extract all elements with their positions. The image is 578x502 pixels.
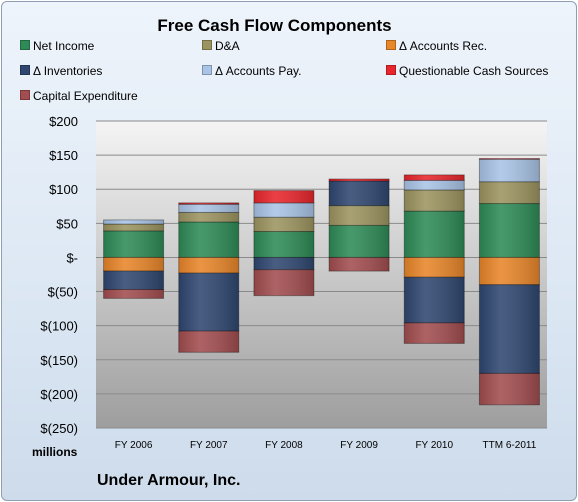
chart-plot: $200 $150 $100 $50 $- $(50) $(100) $(150) $(200)… [40,114,547,451]
y-tick-label: $100 [49,182,78,197]
legend-swatch [20,65,30,75]
legend-item: Δ Accounts Rec. [386,39,487,53]
bar-highlight [329,205,390,226]
bar-highlight [404,277,465,323]
chart-title: Free Cash Flow Components [157,16,392,35]
legend-swatch [386,65,396,75]
bar-highlight [103,289,164,299]
legend-label: Capital Expenditure [33,89,138,103]
legend-item: Δ Inventories [20,64,102,78]
legend-swatch [202,40,212,50]
bar-highlight [404,211,465,258]
bar-highlight [178,204,239,213]
bar-highlight [404,257,465,278]
bar-highlight [103,219,164,225]
bar-highlight [178,273,239,332]
legend-swatch [20,40,30,50]
units-label: millions [32,445,78,459]
legend-swatch [202,65,212,75]
legend-label: Δ Accounts Rec. [399,39,488,53]
y-tick-label: $(250) [40,421,78,436]
legend-item: D&A [202,39,240,53]
plot-area [96,121,547,428]
x-tick-label: FY 2008 [265,440,303,451]
bar-highlight [103,230,164,258]
bar-highlight [479,373,540,405]
bar-highlight [404,180,465,190]
bar-highlight [404,322,465,344]
company-name: Under Armour, Inc. [97,472,241,489]
bar-highlight [103,271,164,290]
y-tick-label: $200 [49,114,78,129]
y-tick-label: $- [66,250,78,265]
bar-highlight [178,202,239,205]
y-tick-label: $150 [49,148,78,163]
bar-highlight [479,181,540,204]
bar-highlight [479,257,540,285]
x-tick-label: FY 2010 [415,440,453,451]
bar-highlight [178,257,239,274]
bar-highlight [178,212,239,222]
x-tick-label: FY 2007 [190,440,228,451]
legend-swatch [386,40,396,50]
legend-item: Net Income [20,39,94,53]
y-tick-label: $(50) [48,285,78,300]
legend-item: Capital Expenditure [20,89,138,103]
x-tick-label: FY 2006 [115,440,153,451]
bar-highlight [253,257,314,270]
bar-highlight [329,257,390,272]
legend-label: Δ Accounts Pay. [215,64,302,78]
legend-swatch [20,90,30,100]
bar-highlight [253,269,314,296]
legend-label: D&A [215,39,240,53]
legend-item: Questionable Cash Sources [386,64,548,78]
bar-highlight [479,203,540,258]
bar-highlight [103,257,164,272]
bar-highlight [404,189,465,212]
x-tick-label: TTM 6-2011 [483,440,537,451]
x-tick-label: FY 2009 [340,440,378,451]
bar-highlight [103,224,164,231]
bar-highlight [253,190,314,203]
bar-highlight [479,284,540,374]
bar-highlight [329,225,390,258]
bar-highlight [329,178,390,182]
bar-highlight [479,158,540,160]
bar-highlight [178,331,239,353]
y-tick-label: $50 [56,216,78,231]
y-tick-label: $(200) [40,387,78,402]
bar-highlight [329,181,390,206]
legend-label: Δ Inventories [33,64,103,78]
bar-highlight [479,159,540,182]
bar-highlight [178,221,239,258]
bar-highlight [253,202,314,218]
bar-highlight [404,174,465,181]
legend-label: Net Income [33,39,95,53]
y-tick-label: $(100) [40,319,78,334]
bar-highlight [253,231,314,258]
legend-label: Questionable Cash Sources [399,64,549,78]
bar-highlight [253,217,314,232]
y-tick-label: $(150) [40,353,78,368]
legend-item: Δ Accounts Pay. [202,64,302,78]
